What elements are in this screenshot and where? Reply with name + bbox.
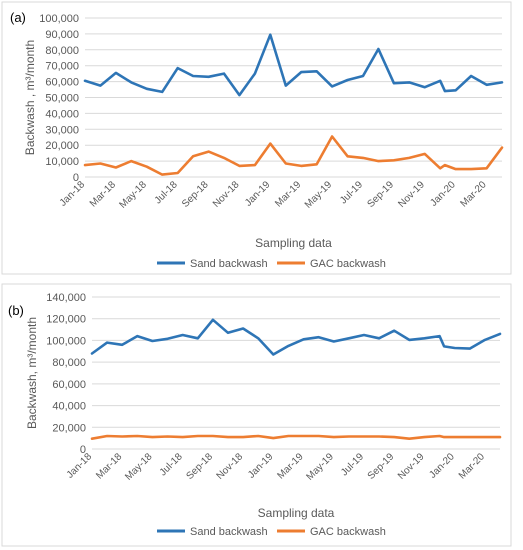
series-line-gac-backwash <box>90 434 502 441</box>
y-tick-label: 30,000 <box>45 124 79 136</box>
y-tick-label: 80,000 <box>45 45 79 57</box>
legend: Sand backwash GAC backwash <box>157 526 386 538</box>
y-tick-label: 120,000 <box>46 314 86 326</box>
y-tick-label: 10,000 <box>45 156 79 168</box>
y-tick-label: 60,000 <box>45 77 79 89</box>
legend: Sand backwash GAC backwash <box>157 258 386 270</box>
x-axis-title: Sampling data <box>255 236 332 250</box>
legend-label: GAC backwash <box>310 258 386 270</box>
y-tick-label: 20,000 <box>45 140 79 152</box>
y-tick-label: 80,000 <box>52 357 86 369</box>
y-tick-label: 70,000 <box>45 61 79 73</box>
y-tick-label: 40,000 <box>45 108 79 120</box>
y-tick-label: 100,000 <box>46 335 86 347</box>
legend-label: GAC backwash <box>310 526 386 538</box>
x-axis-title: Sampling data <box>258 506 335 520</box>
panel-frame <box>1 283 512 547</box>
y-tick-label: 0 <box>80 444 86 456</box>
legend-label: Sand backwash <box>190 258 268 270</box>
panel-frame <box>1 1 512 275</box>
y-tick-label: 40,000 <box>52 401 86 413</box>
series-line-gac-backwash <box>83 135 504 176</box>
series-line-sand-backwash <box>90 318 502 356</box>
y-tick-label: 90,000 <box>45 29 79 41</box>
chart-panel-a: (a) 0 10,000 20,000 30,000 40,000 50,000 60,000… <box>1 1 512 275</box>
chart-panel-b: (b) 0 20,000 40,000 60,000 80,000 100,000 120,0… <box>1 283 512 547</box>
y-tick-label: 50,000 <box>45 93 79 105</box>
y-tick-label: 60,000 <box>52 379 86 391</box>
panel-label: (b) <box>8 303 24 318</box>
legend-label: Sand backwash <box>190 526 268 538</box>
y-tick-label: 140,000 <box>46 292 86 304</box>
y-tick-label: 100,000 <box>39 13 79 25</box>
y-axis-title: Backwash, m³/month <box>25 317 39 429</box>
y-tick-label: 20,000 <box>52 422 86 434</box>
y-tick-label: 0 <box>73 172 79 184</box>
series-line-sand-backwash <box>83 33 504 97</box>
y-axis-title: Backwash , m³/month <box>23 40 37 155</box>
panel-label: (a) <box>10 10 26 25</box>
